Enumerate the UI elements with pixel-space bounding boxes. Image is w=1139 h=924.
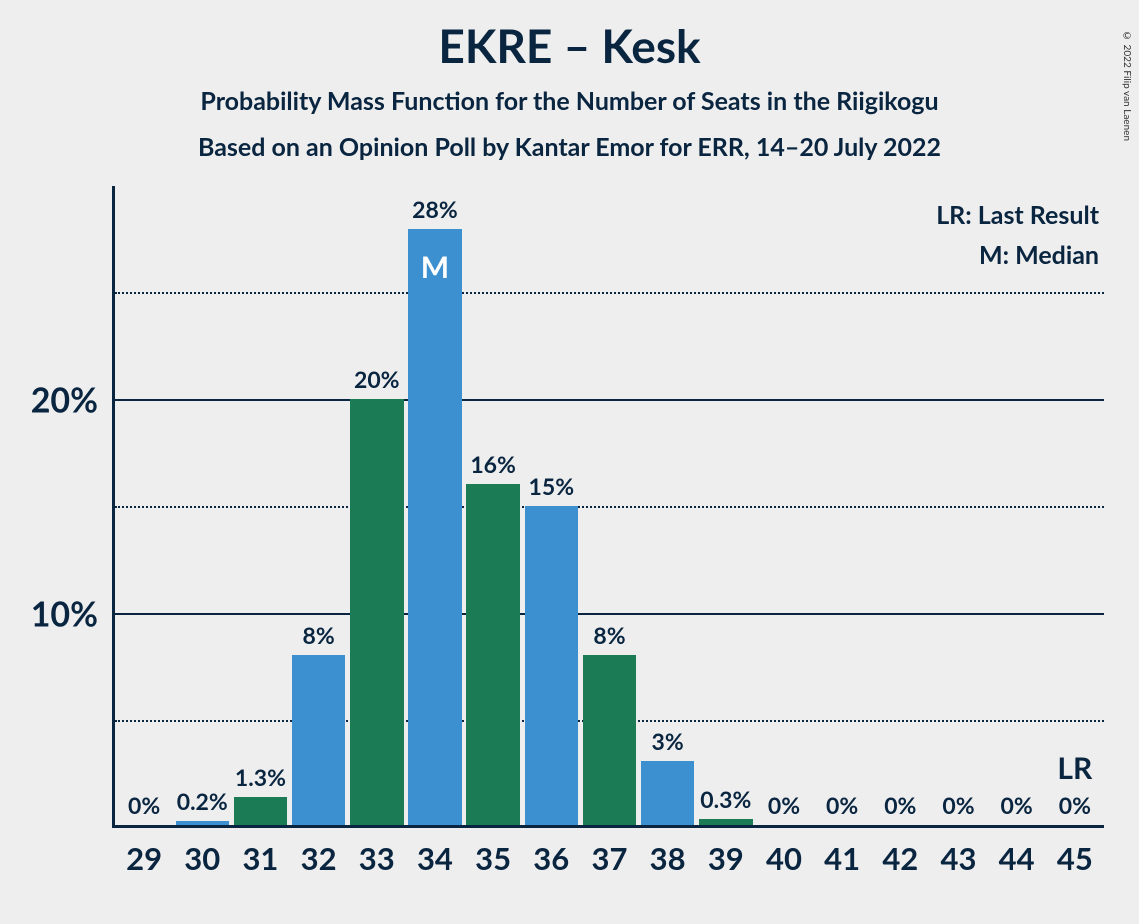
bar-value-label: 0% <box>942 791 974 819</box>
bar-slot: 0%41 <box>813 186 871 825</box>
bar: 8% <box>583 655 637 825</box>
bars-container: 0%290.2%301.3%318%3220%3328%M3416%3515%3… <box>115 186 1104 825</box>
x-tick-label: 41 <box>824 839 860 877</box>
bar-slot: 0%42 <box>871 186 929 825</box>
legend-item: LR: Last Result <box>936 195 1099 235</box>
x-tick-label: 45 <box>1057 839 1093 877</box>
y-tick-label: 10% <box>31 594 112 635</box>
bar-slot: 0%44 <box>988 186 1046 825</box>
x-tick-label: 42 <box>882 839 918 877</box>
copyright-text: © 2022 Filip van Laenen <box>1121 30 1133 141</box>
bar-value-label: 8% <box>593 621 625 649</box>
bar-slot: 16%35 <box>464 186 522 825</box>
chart-subtitle-1: Probability Mass Function for the Number… <box>0 86 1139 116</box>
bar-value-label: 0% <box>1059 791 1091 819</box>
x-tick-label: 30 <box>184 839 220 877</box>
bar: 28%M <box>408 229 462 825</box>
x-tick-label: 31 <box>242 839 278 877</box>
bar: 16% <box>466 484 520 825</box>
bar-slot: 1.3%31 <box>231 186 289 825</box>
bar-slot: 15%36 <box>522 186 580 825</box>
chart-subtitle-2: Based on an Opinion Poll by Kantar Emor … <box>0 132 1139 162</box>
bar-slot: 8%32 <box>290 186 348 825</box>
bar-value-label: 0% <box>884 791 916 819</box>
bar-slot: 20%33 <box>348 186 406 825</box>
bar-value-label: 28% <box>412 195 458 223</box>
bar-slot: 0.2%30 <box>173 186 231 825</box>
chart-title: EKRE – Kesk <box>0 18 1139 73</box>
bar: 1.3% <box>234 797 288 825</box>
x-tick-label: 39 <box>708 839 744 877</box>
bar: 8% <box>292 655 346 825</box>
x-tick-label: 33 <box>359 839 395 877</box>
bar: 0.3% <box>699 819 753 825</box>
legend-item: M: Median <box>936 235 1099 275</box>
bar-value-label: 0% <box>826 791 858 819</box>
x-tick-label: 38 <box>650 839 686 877</box>
bar-slot: 3%38 <box>639 186 697 825</box>
legend: LR: Last ResultM: Median <box>936 195 1099 275</box>
bar-slot: 0.3%39 <box>697 186 755 825</box>
bar-value-label: 0% <box>768 791 800 819</box>
bar-slot: 28%M34 <box>406 186 464 825</box>
bar-value-label: 3% <box>652 727 684 755</box>
x-tick-label: 36 <box>533 839 569 877</box>
bar-slot: 8%37 <box>580 186 638 825</box>
x-tick-label: 34 <box>417 839 453 877</box>
x-tick-label: 40 <box>766 839 802 877</box>
plot-area: 0%290.2%301.3%318%3220%3328%M3416%3515%3… <box>112 186 1104 828</box>
bar-value-label: 0.3% <box>700 785 751 813</box>
bar: 3% <box>641 761 695 825</box>
bar-slot: 0%43 <box>929 186 987 825</box>
x-tick-label: 29 <box>126 839 162 877</box>
bar: 15% <box>525 506 579 826</box>
bar-marker: LR <box>1057 750 1092 786</box>
y-tick-label: 20% <box>31 380 112 421</box>
x-tick-label: 32 <box>301 839 337 877</box>
bar: 20% <box>350 399 404 825</box>
bar-slot: 0%LR45 <box>1046 186 1104 825</box>
x-tick-label: 35 <box>475 839 511 877</box>
bar: 0.2% <box>176 821 230 825</box>
bar-value-label: 1.3% <box>235 763 286 791</box>
bar-value-label: 16% <box>470 450 516 478</box>
bar-value-label: 0% <box>1001 791 1033 819</box>
bar-slot: 0%29 <box>115 186 173 825</box>
x-tick-label: 43 <box>941 839 977 877</box>
chart-container: EKRE – Kesk Probability Mass Function fo… <box>0 0 1139 924</box>
bar-slot: 0%40 <box>755 186 813 825</box>
bar-marker: M <box>421 249 449 285</box>
bar-value-label: 15% <box>529 472 575 500</box>
bar-value-label: 0% <box>128 791 160 819</box>
x-axis-line <box>112 825 1104 828</box>
x-tick-label: 44 <box>999 839 1035 877</box>
bar-value-label: 8% <box>302 621 334 649</box>
x-tick-label: 37 <box>591 839 627 877</box>
bar-value-label: 0.2% <box>177 787 228 815</box>
bar-value-label: 20% <box>354 365 400 393</box>
